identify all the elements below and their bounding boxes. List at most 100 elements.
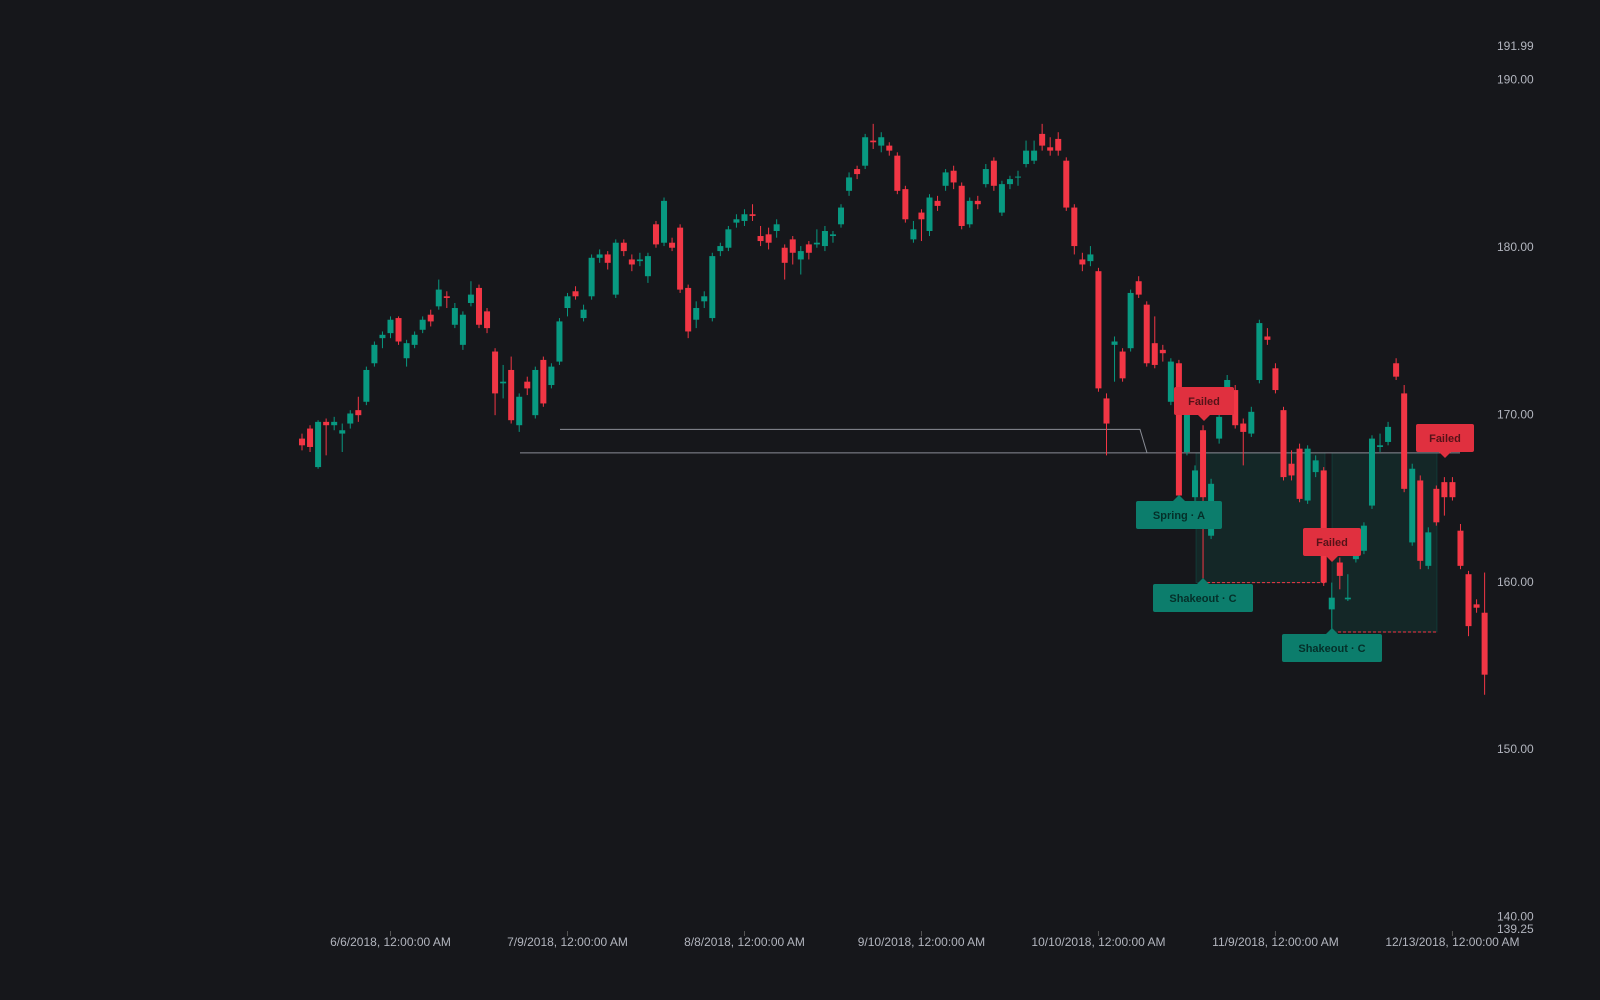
annotation-box (1153, 584, 1253, 612)
candle-body (749, 214, 756, 216)
annotation-box (1416, 424, 1474, 452)
x-tick-label: 9/10/2018, 12:00:00 AM (858, 935, 985, 949)
candle-body (516, 396, 523, 426)
y-tick-label: 180.00 (1497, 240, 1534, 254)
candle-body (1256, 323, 1263, 381)
candle-body (757, 236, 764, 242)
annotation-pointer (1173, 495, 1185, 501)
candle-body (1320, 470, 1327, 583)
candle-body (1023, 150, 1030, 165)
candle-body (781, 247, 788, 263)
annotation-box (1174, 387, 1234, 415)
candle-body (1031, 150, 1038, 161)
candle-body (661, 200, 668, 243)
annotation-box (1136, 501, 1222, 529)
candle-body (765, 234, 772, 243)
candle-body (1328, 597, 1335, 610)
annotation-label: Failed (1429, 433, 1461, 445)
y-tick-label: 140.00 (1497, 910, 1534, 924)
candle-body (1425, 532, 1432, 566)
candle-body (451, 308, 458, 325)
candle-body (1232, 390, 1239, 426)
candle-body (540, 359, 547, 404)
y-tick-label: 190.00 (1497, 72, 1534, 86)
annotation-pointer (1439, 452, 1451, 458)
annotation-label: Shakeout · C (1298, 643, 1365, 655)
candle-body (685, 287, 692, 332)
candle-body (1385, 426, 1392, 442)
candle-body (717, 246, 724, 252)
candle-body (741, 214, 748, 221)
x-tick-label: 8/8/2018, 12:00:00 AM (684, 935, 805, 949)
candle-body (564, 296, 571, 309)
candle-body (1111, 341, 1118, 345)
candle-body (797, 251, 804, 260)
candle-body (395, 318, 402, 342)
candle-body (1055, 138, 1062, 151)
annotation-label: Failed (1188, 396, 1220, 408)
candle-body (998, 184, 1005, 213)
candle-body (467, 294, 474, 303)
candle-body (894, 155, 901, 191)
candle-body (1248, 411, 1255, 434)
candle-body (1393, 363, 1400, 377)
candle-body (500, 381, 507, 384)
annotation-pointer (1326, 628, 1338, 634)
annotation-pointer (1198, 415, 1210, 421)
candle-body (347, 413, 354, 424)
candle-body (677, 227, 684, 290)
candle-body (556, 321, 563, 362)
annotation-label: Failed (1316, 537, 1348, 549)
candle-body (1006, 179, 1013, 185)
x-tick-label: 6/6/2018, 12:00:00 AM (330, 935, 451, 949)
candle-body (1401, 393, 1408, 489)
candle-body (789, 239, 796, 253)
candle-body (1151, 343, 1158, 365)
x-tick-label: 11/9/2018, 12:00:00 AM (1212, 935, 1339, 949)
candle-body (492, 351, 499, 394)
candle-body (1304, 448, 1311, 501)
candle-body (1473, 604, 1480, 608)
candle-body (854, 169, 861, 175)
candle-body (572, 291, 579, 297)
candle-body (307, 428, 314, 447)
candle-body (813, 242, 820, 245)
candle-body (1344, 597, 1351, 600)
candle-body (829, 234, 836, 237)
candle-body (950, 170, 957, 183)
candle-body (532, 369, 539, 416)
candle-body (339, 430, 346, 434)
candle-body (331, 421, 338, 426)
candle-body (580, 309, 587, 319)
candle-body (918, 212, 925, 220)
candle-body (612, 242, 619, 295)
candle-body (1377, 445, 1384, 447)
candle-body (1216, 416, 1223, 439)
candle-body (838, 207, 845, 225)
candle-body (411, 334, 418, 345)
annotation-label: Shakeout · C (1169, 593, 1236, 605)
candle-body (644, 256, 651, 277)
candle-body (1191, 470, 1198, 498)
candle-body (1119, 351, 1126, 379)
candle-body (1175, 363, 1182, 496)
annotation-label: Spring · A (1153, 510, 1205, 522)
candle-body (620, 242, 627, 252)
candle-body (1296, 448, 1303, 499)
y-tick-label: 150.00 (1497, 742, 1534, 756)
candle-body (725, 229, 732, 248)
candle-body (821, 231, 828, 247)
candle-body (1135, 281, 1142, 295)
candle-body (1039, 133, 1046, 146)
candle-body (709, 256, 716, 319)
x-tick-label: 10/10/2018, 12:00:00 AM (1031, 935, 1165, 949)
x-tick-label: 12/13/2018, 12:00:00 AM (1385, 935, 1519, 949)
level-line (560, 428, 1148, 453)
y-tick-label: 170.00 (1497, 407, 1534, 421)
candle-body (604, 254, 611, 263)
candle-body (1441, 482, 1448, 498)
candle-body (886, 145, 893, 151)
candle-body (1103, 398, 1110, 424)
candle-body (1183, 411, 1190, 453)
